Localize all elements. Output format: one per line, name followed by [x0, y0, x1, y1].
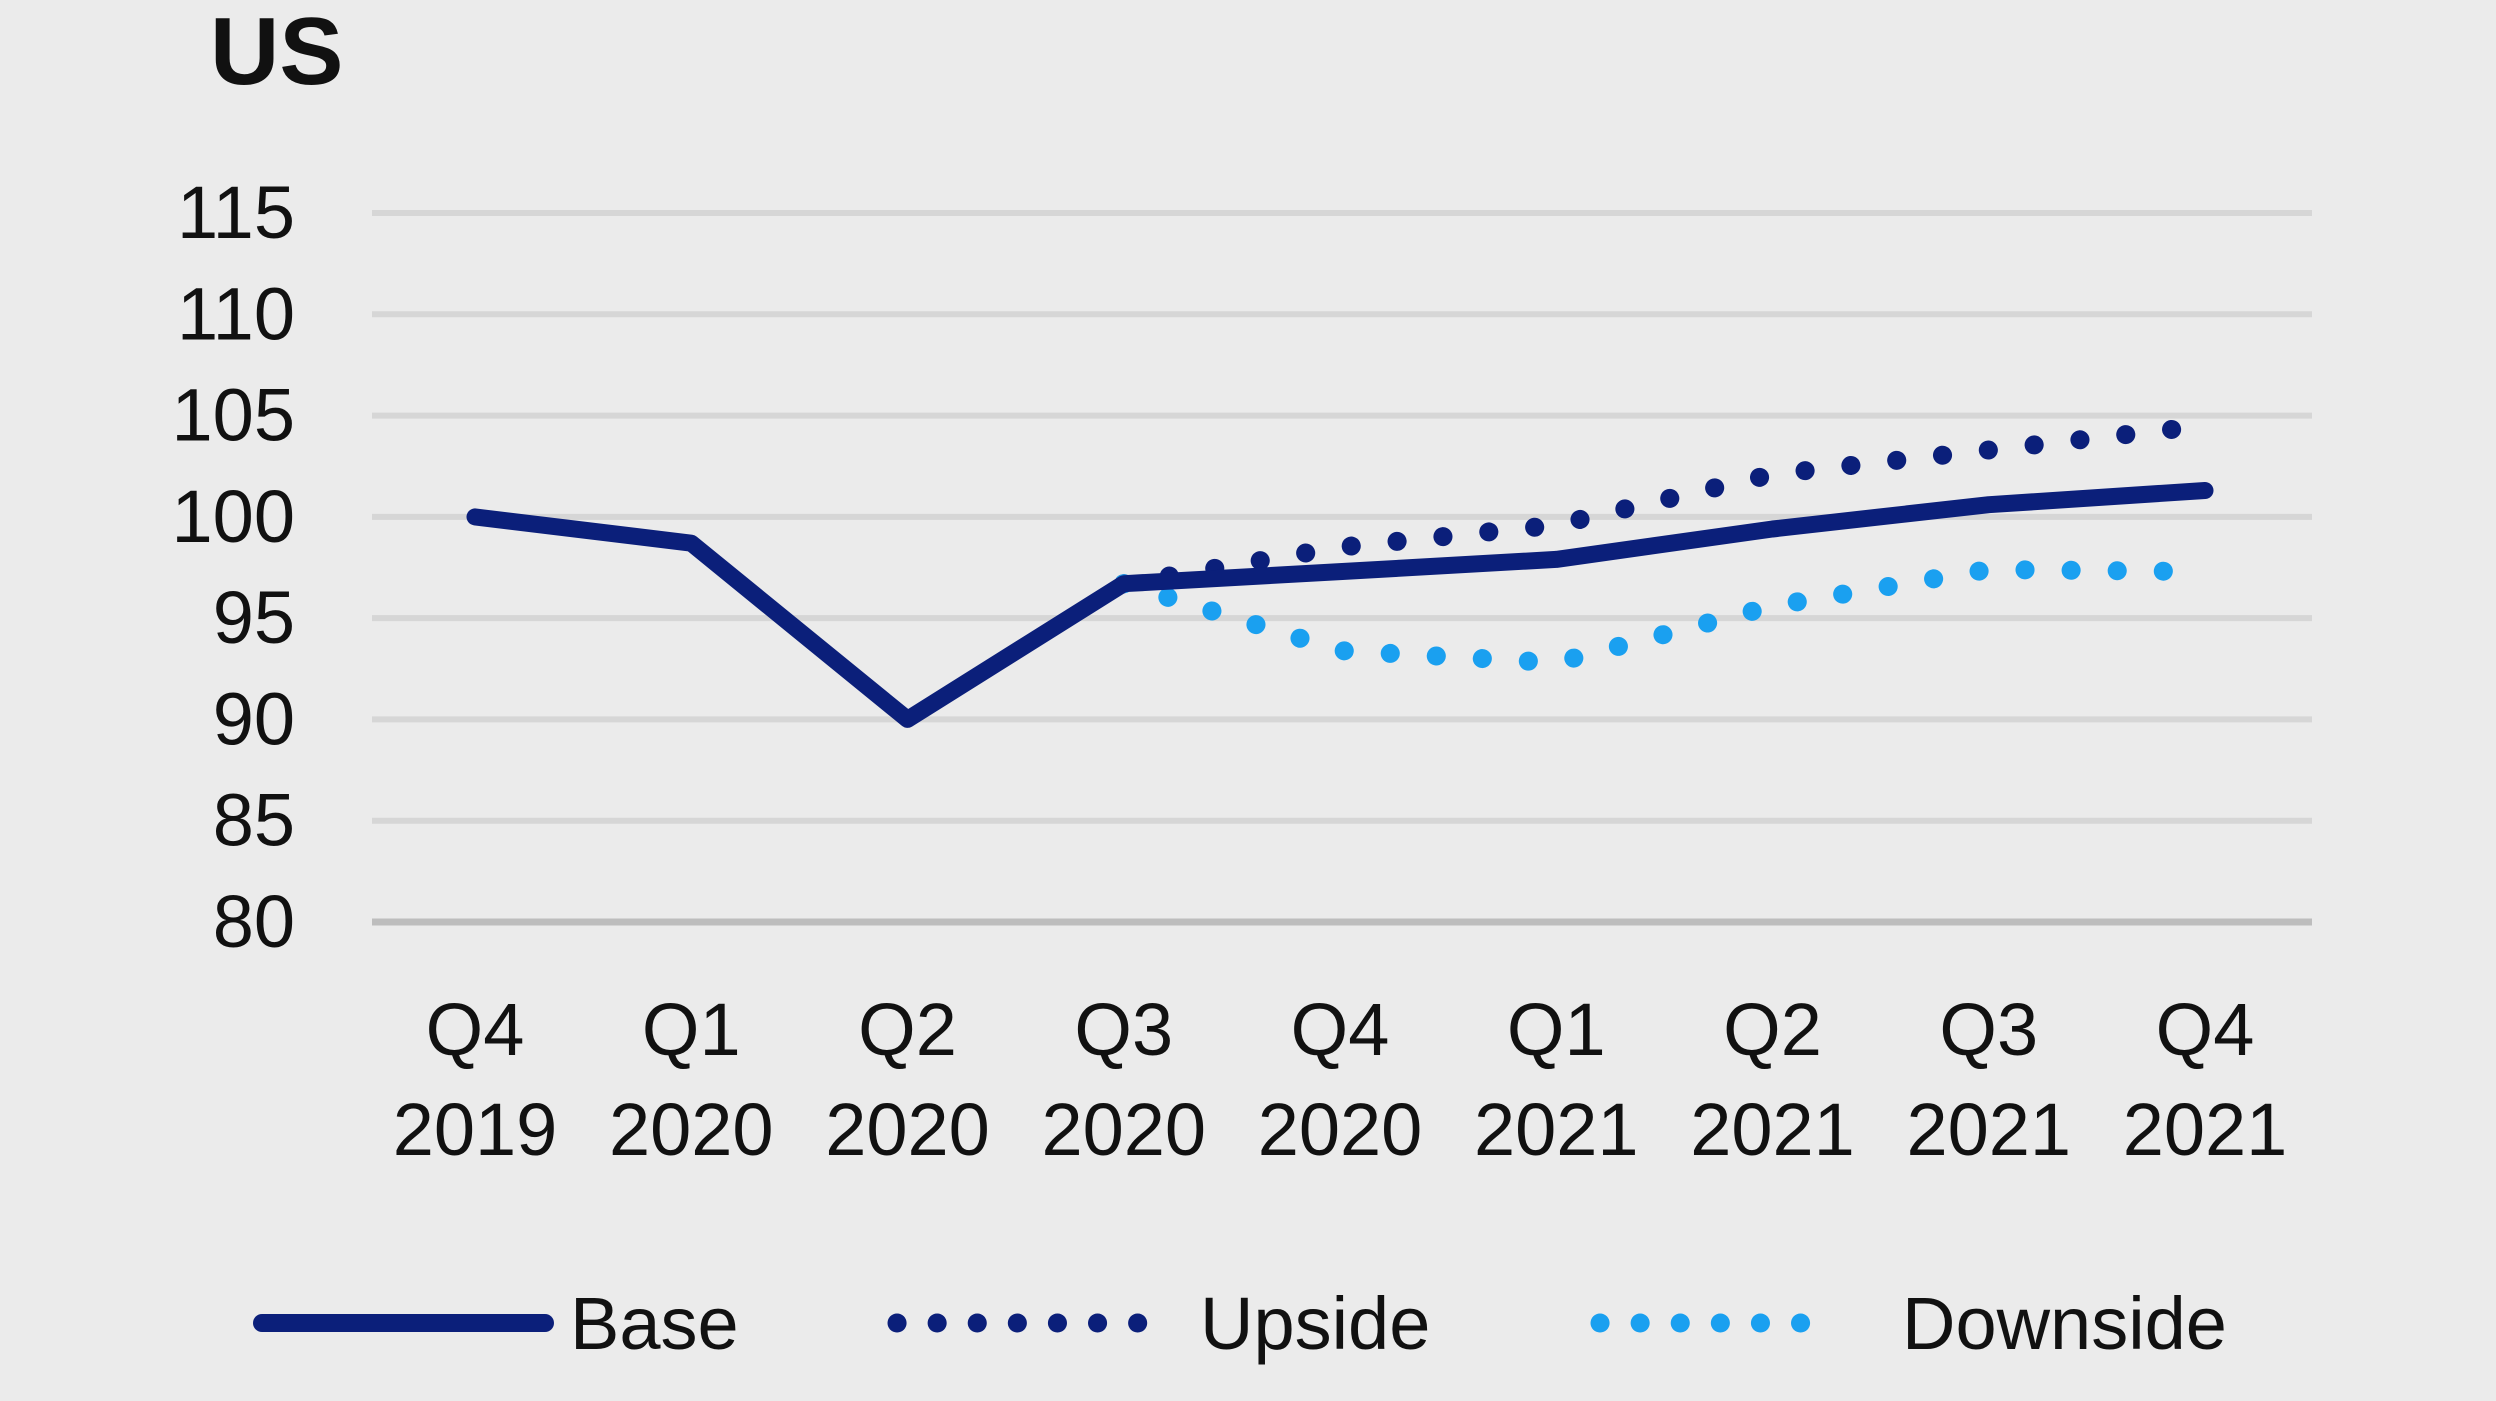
chart-title: US [210, 0, 343, 105]
data-point-upside [1772, 473, 1774, 475]
x-tick-label-year: 2021 [2123, 1088, 2288, 1171]
x-tick-label-year: 2020 [609, 1088, 774, 1171]
legend: Base Upside Downside [253, 1282, 2227, 1365]
x-tick-label-year: 2021 [1474, 1088, 1639, 1171]
y-tick-label: 115 [177, 171, 295, 254]
series-line-base [466, 482, 2214, 728]
x-tick-label-quarter: Q2 [858, 988, 957, 1071]
data-point-downside [2204, 571, 2206, 573]
x-tick-label-quarter: Q4 [1291, 988, 1390, 1071]
y-tick-label: 80 [213, 880, 295, 963]
y-tick-label: 90 [213, 677, 295, 760]
x-tick-label-year: 2020 [1041, 1088, 1206, 1171]
x-tick-label-year: 2019 [393, 1088, 558, 1171]
series-line-downside [1114, 560, 2215, 673]
gridlines [372, 210, 2312, 926]
y-tick-label: 110 [177, 272, 295, 355]
data-point-upside [2204, 425, 2206, 427]
legend-label-base: Base [570, 1282, 739, 1365]
legend-label-upside: Upside [1200, 1282, 1430, 1365]
y-tick-label: 85 [213, 779, 295, 862]
x-tick-label-quarter: Q3 [1939, 988, 2038, 1071]
x-tick-label-quarter: Q2 [1723, 988, 1822, 1071]
x-tick-label-quarter: Q4 [426, 988, 525, 1071]
x-tick-label-year: 2020 [825, 1088, 990, 1171]
y-tick-label: 95 [213, 576, 295, 659]
x-tick-label-quarter: Q4 [2156, 988, 2255, 1071]
data-point-upside [1555, 524, 1557, 526]
data-point-upside [1339, 546, 1341, 548]
x-tick-label-quarter: Q3 [1074, 988, 1173, 1071]
x-axis-tick-labels: Q4 2019 Q1 2020 Q2 2020 Q3 2020 Q4 2020 Q1 2021 Q2 20… [393, 988, 2288, 1171]
x-tick-label-year: 2020 [1258, 1088, 1423, 1171]
data-point-downside [1772, 605, 1774, 607]
series-line-upside [1114, 416, 2215, 594]
x-tick-label-year: 2021 [1906, 1088, 2071, 1171]
series-lines [466, 416, 2215, 728]
x-tick-label-year: 2021 [1690, 1088, 1855, 1171]
x-tick-label-quarter: Q1 [642, 988, 741, 1071]
x-tick-label-quarter: Q1 [1507, 988, 1606, 1071]
y-tick-label: 100 [172, 475, 295, 558]
data-point-downside [1555, 662, 1557, 664]
y-axis-tick-labels: 80 85 90 95 100 105 110 115 [172, 171, 295, 963]
legend-label-downside: Downside [1902, 1282, 2227, 1365]
y-tick-label: 105 [172, 374, 295, 457]
